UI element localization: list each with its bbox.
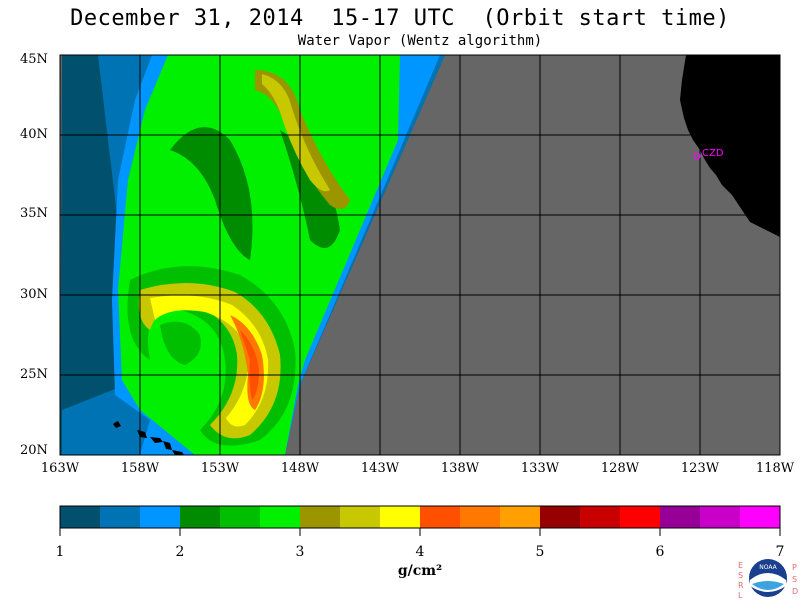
map-title: December 31, 2014 15-17 UTC (Orbit start… xyxy=(70,6,730,31)
lon-label: 143W xyxy=(360,461,400,476)
lon-label: 148W xyxy=(280,461,320,476)
lat-label: 45N xyxy=(20,52,48,67)
colorbar-swatch xyxy=(660,506,700,528)
colorbar-tick-label: 4 xyxy=(415,544,425,560)
colorbar-tick-label: 3 xyxy=(295,544,305,560)
colorbar-swatch xyxy=(380,506,420,528)
north-america-land xyxy=(680,55,780,237)
map-frame xyxy=(59,54,781,456)
colorbar-tick-label: 1 xyxy=(55,544,65,560)
colorbar-swatch xyxy=(700,506,740,528)
lat-label: 35N xyxy=(20,206,48,221)
vapor-maximum-core xyxy=(240,330,259,400)
colorbar-swatch xyxy=(420,506,460,528)
spiral-eye xyxy=(160,321,201,365)
logo-letter: S xyxy=(738,571,743,580)
colorbar-swatch xyxy=(60,506,100,528)
colorbar-swatch xyxy=(500,506,540,528)
logo-letter: D xyxy=(792,587,798,596)
logo-letter: R xyxy=(738,581,744,590)
station-marker-icon xyxy=(693,152,701,160)
moisture-arc-north-core xyxy=(262,74,330,192)
lon-label: 118W xyxy=(755,461,795,476)
colorbar-swatch xyxy=(460,506,500,528)
colorbar-swatch xyxy=(740,506,780,528)
lon-label: 123W xyxy=(680,461,720,476)
colorbar-swatch xyxy=(620,506,660,528)
colorbar-swatch xyxy=(580,506,620,528)
lat-label: 30N xyxy=(20,287,48,302)
noaa-logo: E S R L P S D NOAA xyxy=(738,559,798,600)
colorbar-unit: g/cm² xyxy=(397,563,443,579)
lon-label: 128W xyxy=(600,461,640,476)
colorbar-tick-label: 7 xyxy=(775,544,785,560)
map-subtitle: Water Vapor (Wentz algorithm) xyxy=(297,33,543,49)
logo-letter: P xyxy=(792,563,797,572)
colorbar-swatch xyxy=(300,506,340,528)
station-label: CZD xyxy=(702,148,724,159)
island xyxy=(113,421,121,428)
lon-label: 158W xyxy=(120,461,160,476)
colorbar-swatch xyxy=(260,506,300,528)
map-plot-area xyxy=(60,55,780,455)
colorbar-swatch xyxy=(340,506,380,528)
moisture-filament-2 xyxy=(280,130,340,248)
logo-letter: S xyxy=(792,575,797,584)
colorbar-swatch xyxy=(540,506,580,528)
lat-label: 20N xyxy=(20,443,48,458)
colorbar-swatch xyxy=(140,506,180,528)
lon-label: 163W xyxy=(40,461,80,476)
island xyxy=(150,437,163,443)
colorbar-tick-label: 2 xyxy=(175,544,185,560)
island xyxy=(163,441,172,450)
moisture-filament xyxy=(170,127,253,260)
lat-label: 40N xyxy=(20,127,48,142)
noaa-emblem-text: NOAA xyxy=(759,564,777,571)
lon-label: 133W xyxy=(520,461,560,476)
lon-label: 153W xyxy=(200,461,240,476)
island xyxy=(172,450,184,455)
lon-label: 138W xyxy=(440,461,480,476)
lat-label: 25N xyxy=(20,367,48,382)
colorbar-swatch xyxy=(100,506,140,528)
colorbar-tick-label: 5 xyxy=(535,544,545,560)
logo-letter: L xyxy=(738,591,743,600)
colorbar-swatch xyxy=(220,506,260,528)
colorbar-swatch xyxy=(180,506,220,528)
colorbar xyxy=(59,505,781,536)
logo-letter: E xyxy=(738,561,743,570)
colorbar-tick-label: 6 xyxy=(655,544,665,560)
